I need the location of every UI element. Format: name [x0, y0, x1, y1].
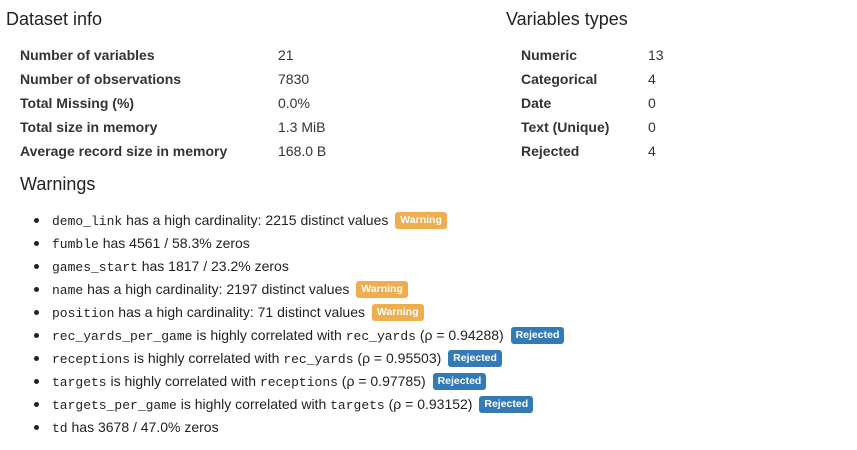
warning-text: has a high cardinality: 2215 distinct va… — [122, 212, 393, 228]
warning-item: demo_link has a high cardinality: 2215 d… — [32, 209, 564, 232]
warning-item: td has 3678 / 47.0% zeros — [32, 416, 564, 439]
warning-text: is highly correlated with — [176, 396, 331, 412]
warning-text: has a high cardinality: 2197 distinct va… — [83, 281, 354, 297]
row-value: 0.0% — [278, 95, 310, 111]
row-value: 21 — [278, 47, 294, 63]
variable-name: td — [52, 421, 68, 436]
table-row: Date 0 — [521, 91, 664, 115]
warning-text: is highly correlated with — [192, 327, 346, 343]
warning-badge: Warning — [356, 280, 408, 298]
warning-item: receptions is highly correlated with rec… — [32, 347, 564, 370]
row-value: 0 — [648, 119, 656, 135]
row-label: Number of variables — [20, 47, 155, 63]
warning-text: has a high cardinality: 71 distinct valu… — [114, 304, 369, 320]
row-label: Total size in memory — [20, 119, 158, 135]
related-variable-name: rec_yards — [283, 352, 354, 367]
variable-name: rec_yards_per_game — [52, 329, 193, 344]
warning-item: position has a high cardinality: 71 dist… — [32, 301, 564, 324]
warning-text: has 1817 / 23.2% zeros — [137, 258, 289, 274]
rejected-badge: Rejected — [510, 326, 565, 344]
row-value: 4 — [648, 71, 656, 87]
dataset-info-title: Dataset info — [6, 9, 103, 29]
warning-text: is highly correlated with — [130, 350, 284, 366]
variable-name: fumble — [52, 237, 99, 252]
rejected-badge: Rejected — [448, 349, 502, 367]
row-value: 1.3 MiB — [278, 119, 326, 135]
table-row: Numeric 13 — [521, 43, 664, 67]
variable-name: targets — [52, 375, 107, 390]
warnings-list: demo_link has a high cardinality: 2215 d… — [32, 209, 565, 439]
warning-item: targets_per_game is highly correlated wi… — [32, 393, 564, 416]
variable-name: name — [52, 283, 84, 298]
warning-item: fumble has 4561 / 58.3% zeros — [32, 232, 564, 255]
warning-item: games_start has 1817 / 23.2% zeros — [32, 255, 564, 278]
warning-item: targets is highly correlated with recept… — [32, 370, 564, 393]
correlation-text: (ρ = 0.97785) — [337, 373, 430, 389]
row-label: Categorical — [521, 71, 598, 87]
row-label: Date — [521, 95, 552, 111]
table-row: Text (Unique) 0 — [521, 115, 664, 139]
warning-text: has 3678 / 47.0% zeros — [67, 419, 219, 435]
row-label: Average record size in memory — [20, 143, 228, 159]
warning-badge: Warning — [395, 211, 447, 229]
warning-item: name has a high cardinality: 2197 distin… — [32, 278, 564, 301]
table-row: Rejected 4 — [521, 139, 664, 163]
related-variable-name: receptions — [259, 375, 338, 390]
row-label: Rejected — [521, 143, 580, 159]
warning-item: rec_yards_per_game is highly correlated … — [32, 324, 565, 347]
row-label: Text (Unique) — [521, 119, 610, 135]
row-value: 0 — [648, 95, 656, 111]
table-row: Total size in memory 1.3 MiB — [20, 115, 326, 139]
row-value: 4 — [648, 143, 656, 159]
table-row: Categorical 4 — [521, 67, 664, 91]
table-row: Average record size in memory 168.0 B — [20, 139, 326, 163]
warning-badge: Warning — [371, 303, 424, 321]
variable-name: targets_per_game — [52, 398, 177, 413]
table-row: Number of observations 7830 — [20, 67, 326, 91]
rejected-badge: Rejected — [432, 372, 487, 390]
table-row: Total Missing (%) 0.0% — [20, 91, 326, 115]
row-label: Number of observations — [20, 71, 182, 87]
correlation-text: (ρ = 0.94288) — [415, 327, 508, 343]
warning-text: has 4561 / 58.3% zeros — [98, 235, 250, 251]
variable-name: receptions — [52, 352, 131, 367]
row-value: 7830 — [278, 71, 310, 87]
table-row: Number of variables 21 — [20, 43, 326, 67]
correlation-text: (ρ = 0.93152) — [384, 396, 477, 412]
variable-name: games_start — [52, 260, 138, 275]
variable-types-title: Variables types — [506, 9, 628, 29]
row-label: Total Missing (%) — [20, 95, 135, 111]
warning-text: is highly correlated with — [106, 373, 260, 389]
warnings-title: Warnings — [20, 174, 96, 194]
related-variable-name: targets — [330, 398, 385, 413]
variable-types-table: Numeric 13 Categorical 4 Date 0 Text (Uniqu… — [521, 43, 664, 163]
related-variable-name: rec_yards — [345, 329, 416, 344]
dataset-info-table: Number of variables 21 Number of observat… — [20, 43, 326, 163]
row-value: 13 — [648, 47, 664, 63]
variable-name: demo_link — [52, 214, 123, 229]
row-value: 168.0 B — [278, 143, 327, 159]
variable-name: position — [52, 306, 115, 321]
rejected-badge: Rejected — [479, 395, 534, 413]
correlation-text: (ρ = 0.95503) — [353, 350, 446, 366]
row-label: Numeric — [521, 47, 578, 63]
